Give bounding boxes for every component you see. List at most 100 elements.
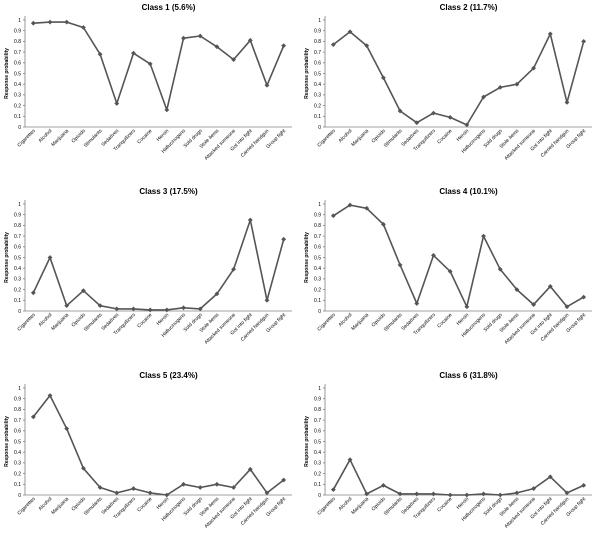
x-tick-label: Heroin [156,128,171,143]
y-tick-label: 0.3 [314,277,321,283]
y-tick-label: 0.7 [314,234,321,240]
data-point [47,19,53,25]
y-axis-label: Response probability [304,48,310,99]
data-point [497,266,503,272]
data-point [97,485,103,490]
y-tick-label: 0.7 [14,418,21,424]
data-point [81,288,86,294]
y-tick-label: 1 [318,386,321,392]
data-point [247,466,253,472]
y-tick-label: 0 [18,309,21,315]
x-tick-label: Heroin [156,312,171,327]
x-tick-label: Marijuana [50,312,70,332]
y-tick-label: 0.2 [14,287,21,293]
y-tick-label: 0.6 [14,61,21,67]
y-tick-label: 0.3 [14,93,21,99]
y-tick-label: 0.6 [314,245,321,251]
data-point [30,290,36,296]
x-tick-label: Cigarettes [316,496,337,517]
y-tick-label: 0.4 [14,82,21,88]
data-point [231,57,236,62]
y-tick-label: 0.2 [314,287,321,293]
y-tick-label: 0 [18,493,21,499]
chart-title: Class 3 (17.5%) [139,187,198,196]
data-point [147,61,153,67]
x-tick-label: Cocaine [136,312,153,329]
data-point [564,99,570,105]
x-tick-label: Marijuana [350,496,370,516]
y-tick-label: 0.3 [314,461,321,467]
data-point [514,287,520,292]
x-tick-label: Stimulants [83,496,104,517]
x-tick-label: Stimulants [383,496,404,517]
data-point [181,305,186,311]
y-tick-label: 0.7 [314,50,321,56]
y-tick-label: 1 [18,202,21,208]
chart-title: Class 2 (11.7%) [440,3,498,12]
y-tick-label: 0.8 [14,39,21,45]
data-point [264,490,270,496]
x-tick-label: Cigarettes [316,128,337,149]
data-point [131,486,136,491]
y-tick-label: 0 [318,125,321,131]
data-point [264,82,270,88]
y-tick-label: 0 [318,309,321,315]
data-point [531,302,536,307]
y-tick-label: 0.2 [14,471,21,477]
series-line [332,204,585,308]
x-tick-label: Cocaine [436,496,453,513]
x-tick-label: Heroin [156,496,171,511]
chart-title: Class 5 (23.4%) [139,371,198,380]
chart-panel-2: Class 2 (11.7%) Response probability 0 0.1 0… [304,3,592,162]
data-point [114,101,120,106]
y-tick-label: 0.6 [314,429,321,435]
data-point [114,490,120,496]
y-tick-label: 0.2 [314,103,321,109]
y-tick-label: 0 [18,125,21,131]
data-point [147,490,153,496]
y-tick-label: 0.2 [314,471,321,477]
x-tick-label: Stimulants [383,128,404,149]
y-tick-label: 0.4 [14,266,21,272]
y-axis-label: Response probability [304,416,310,467]
data-point [47,393,53,398]
data-point [197,485,203,490]
data-point [447,114,453,120]
data-point [164,307,170,313]
data-point [564,490,570,496]
x-tick-label: Marijuana [50,128,70,148]
y-tick-label: 0.2 [14,103,21,109]
series-line [332,30,585,126]
y-axis-label: Response probability [4,48,10,99]
y-tick-label: 0.1 [314,298,321,304]
data-point [547,283,553,289]
y-tick-label: 0.6 [14,245,21,251]
data-point [481,94,486,100]
data-point [281,477,287,483]
chart-panel-6: Class 6 (31.8%) Response probability 0 0.1 0… [304,371,592,530]
data-point [231,266,236,272]
y-tick-label: 0.9 [314,397,321,403]
y-tick-label: 1 [318,18,321,24]
x-tick-label: Cigarettes [316,312,337,333]
data-point [114,306,120,312]
y-tick-label: 0.8 [314,39,321,45]
data-point [531,65,536,71]
data-point [281,43,287,49]
y-tick-label: 0.1 [314,482,321,488]
data-point [264,297,270,303]
data-point [247,217,253,223]
data-point [564,304,570,310]
chart-panel-4: Class 4 (10.1%) Response probability 0 0.1 0… [304,187,592,346]
data-point [181,35,186,41]
series-line [32,219,285,311]
data-point [231,485,236,490]
data-point [414,301,420,306]
y-axis-label: Response probability [304,232,310,283]
data-point [147,307,153,313]
x-tick-label: Cigarettes [16,312,37,333]
series-line [32,394,285,496]
x-tick-label: Cocaine [436,312,453,329]
y-tick-label: 0.4 [314,450,321,456]
